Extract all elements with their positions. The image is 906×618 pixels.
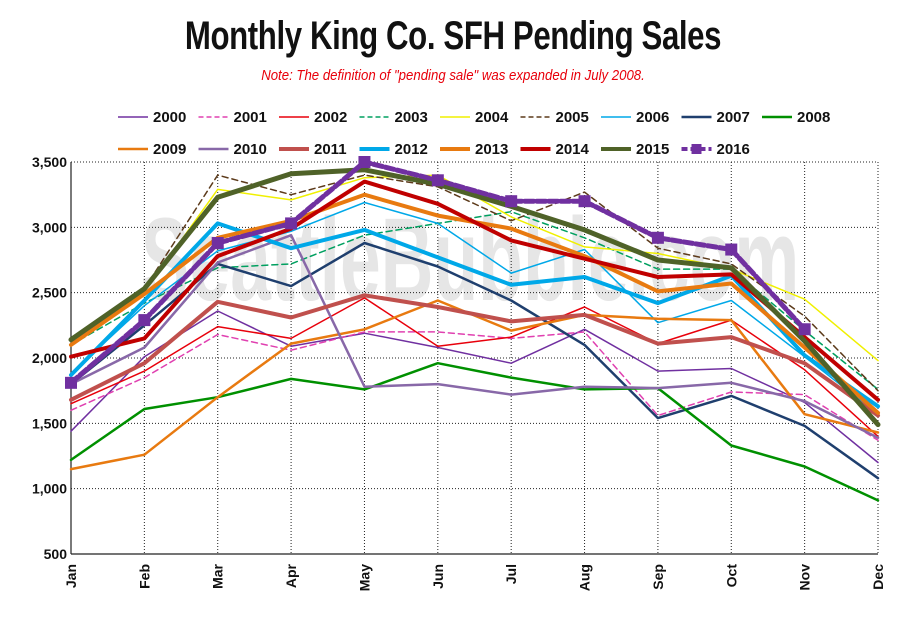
x-tick-label: Oct — [723, 564, 739, 588]
x-tick-label: Dec — [870, 564, 886, 590]
data-point-2016 — [578, 195, 591, 208]
x-tick-label: Nov — [797, 564, 813, 591]
legend-marker-2016 — [691, 144, 702, 154]
series-line-2011 — [69, 293, 880, 418]
legend-label: 2014 — [556, 141, 590, 158]
series-layer — [65, 156, 881, 502]
series-line-2002 — [70, 297, 879, 438]
series-line-2006 — [70, 201, 879, 415]
legend-label: 2013 — [475, 141, 508, 158]
legend-label: 2009 — [153, 141, 186, 158]
data-point-2016 — [285, 217, 298, 230]
x-tick-label: Jan — [63, 564, 79, 588]
y-tick-label: 1,500 — [32, 415, 67, 431]
data-point-2016 — [358, 156, 371, 168]
data-point-2016 — [651, 231, 664, 244]
legend-label: 2007 — [717, 109, 750, 126]
legend-label: 2012 — [395, 141, 428, 158]
chart-title: Monthly King Co. SFH Pending Sales — [184, 14, 722, 58]
series-line-2015 — [68, 167, 881, 428]
y-tick-label: 1,000 — [32, 481, 67, 497]
data-point-2016 — [798, 323, 811, 336]
series-line-2000 — [70, 310, 879, 464]
data-point-2016 — [211, 237, 224, 250]
x-tick-label: Feb — [136, 564, 152, 589]
data-point-2016 — [65, 376, 77, 389]
x-tick-label: Sep — [650, 564, 666, 590]
series-line-2012 — [69, 221, 880, 409]
y-tick-label: 3,000 — [32, 219, 67, 235]
series-line-2005 — [70, 174, 879, 392]
legend-label: 2006 — [636, 109, 669, 126]
series-line-2008 — [69, 361, 880, 502]
legend-label: 2011 — [314, 141, 347, 158]
legend-label: 2004 — [475, 109, 509, 126]
series-line-2014 — [69, 179, 880, 402]
series-line-2010 — [69, 233, 880, 439]
legend: 2000 2001 2002 2003 2004 2005 2006 2007 2008 2009… — [118, 109, 830, 158]
data-point-2016 — [725, 243, 738, 256]
watermark-text: SeattleBubble.com — [141, 193, 799, 325]
x-tick-label: Jun — [430, 564, 446, 589]
legend-label: 2010 — [234, 141, 267, 158]
y-tick-label: 2,000 — [32, 350, 67, 366]
x-tick-label: Apr — [283, 563, 299, 588]
x-tick-label: Jul — [503, 564, 519, 584]
legend-label: 2000 — [153, 109, 186, 126]
legend-label: 2016 — [717, 141, 750, 158]
legend-label: 2003 — [395, 109, 428, 126]
x-tick-label: Aug — [577, 564, 593, 591]
legend-label: 2005 — [556, 109, 589, 126]
data-point-2016 — [505, 195, 518, 208]
x-tick-label: May — [356, 564, 372, 591]
y-tick-label: 500 — [44, 546, 68, 562]
watermark-layer: SeattleBubble.com — [141, 193, 799, 325]
data-point-2016 — [431, 174, 444, 187]
legend-label: 2008 — [797, 109, 830, 126]
x-tick-label: Mar — [210, 563, 226, 588]
legend-label: 2015 — [636, 141, 669, 158]
series-line-2007 — [69, 241, 880, 480]
legend-label: 2001 — [234, 109, 267, 126]
data-point-2016 — [138, 314, 151, 327]
chart-subtitle: Note: The definition of "pending sale" w… — [261, 67, 645, 84]
legend-label: 2002 — [314, 109, 347, 126]
axes: 500 1,000 1,500 2,000 2,500 3,000 3,500 Jan Feb M… — [32, 154, 886, 591]
y-tick-label: 3,500 — [32, 154, 67, 170]
y-tick-label: 2,500 — [32, 285, 67, 301]
series-line-2001 — [70, 331, 879, 442]
